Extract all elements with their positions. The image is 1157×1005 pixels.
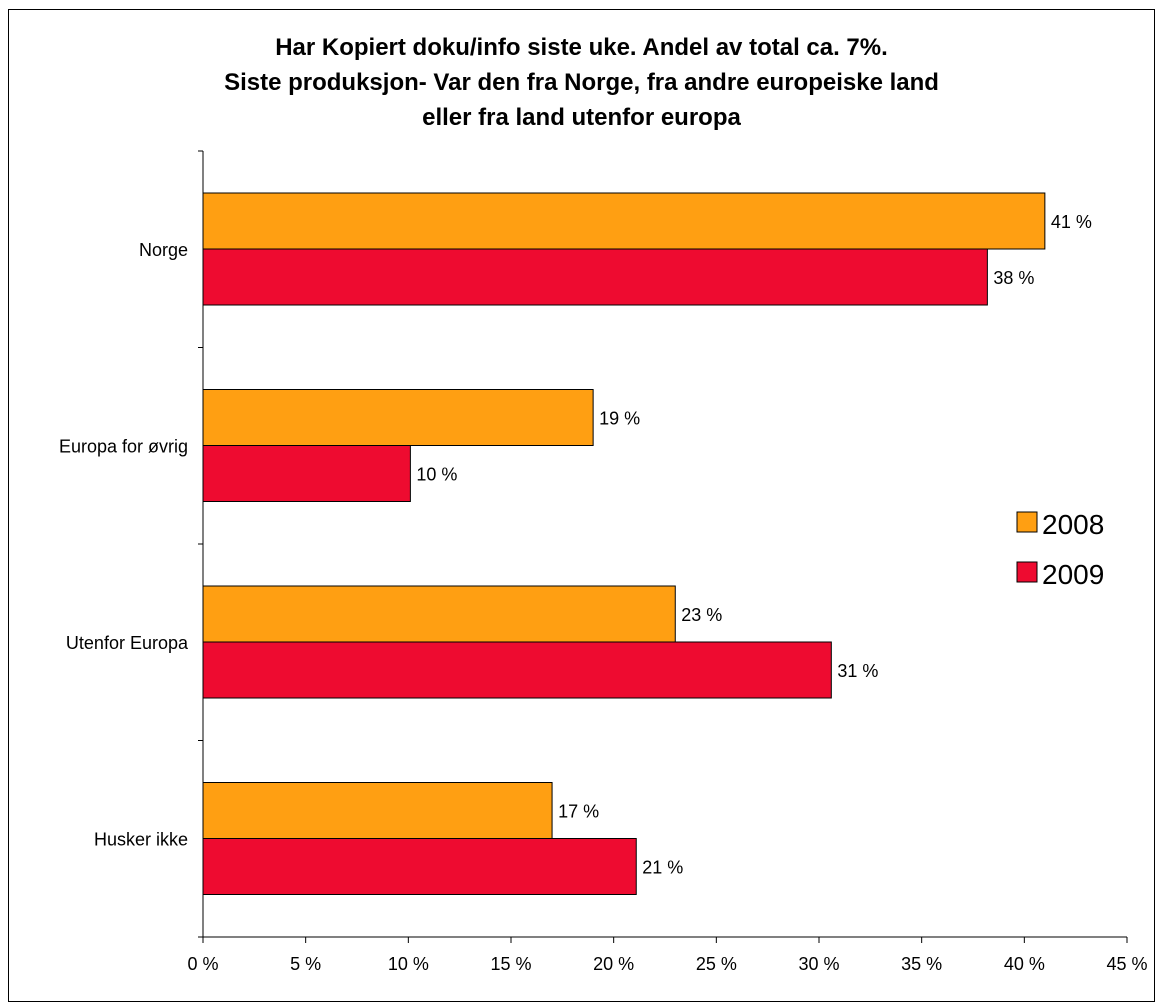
data-label-2009-3: 21 % [642,858,683,878]
data-label-2008-1: 19 % [599,409,640,429]
legend-swatch-2008 [1016,511,1038,533]
bar-2008-2 [202,585,676,643]
data-label-2008-0: 41 % [1051,212,1092,232]
data-label-2009-0: 38 % [993,268,1034,288]
x-tick-label-5: 25 % [696,954,737,974]
chart-title-line-1: Har Kopiert doku/info siste uke. Andel a… [275,34,888,61]
chart-title: Har Kopiert doku/info siste uke. Andel a… [8,30,1155,135]
bar-2008-0 [202,192,1046,250]
bar-2009-0 [202,248,988,306]
bar-2009-1 [202,445,411,502]
data-label-2009-1: 10 % [416,465,457,485]
x-tick-label-3: 15 % [490,954,531,974]
category-label-3: Husker ikke [94,830,188,850]
x-tick-label-9: 45 % [1106,954,1147,974]
x-tick-label-6: 30 % [798,954,839,974]
bar-2009-3 [202,838,637,895]
chart-title-line-3: eller fra land utenfor europa [422,104,741,131]
data-label-2009-2: 31 % [837,661,878,681]
x-tick-label-4: 20 % [593,954,634,974]
legend-label-2008: 2008 [1042,509,1104,540]
data-label-2008-3: 17 % [558,802,599,822]
category-label-1: Europa for øvrig [59,437,188,457]
axes-layer: 0 % 5 % 10 % 15 % 20 % 25 % 30 % 35 % 40 % 45 % [187,150,1148,974]
chart-area [8,9,1155,1002]
category-label-2: Utenfor Europa [66,633,189,653]
data-label-2008-2: 23 % [681,605,722,625]
category-label-0: Norge [139,240,188,260]
x-tick-label-1: 5 % [290,954,321,974]
chart-title-line-2: Siste produksjon- Var den fra Norge, fra… [224,69,939,96]
x-tick-label-0: 0 % [187,954,218,974]
bar-2008-1 [202,389,594,446]
bars-layer [202,192,1046,895]
bar-2008-3 [202,782,553,839]
x-tick-label-2: 10 % [388,954,429,974]
x-tick-label-8: 40 % [1004,954,1045,974]
legend-swatch-2009 [1016,561,1038,583]
bar-2009-2 [202,641,832,699]
labels-layer: 41 % 38 % Norge 19 % 10 % Europa for øvrig 23 … [59,212,1092,878]
x-tick-label-7: 35 % [901,954,942,974]
legend: 2008 2009 [1016,509,1104,590]
legend-label-2009: 2009 [1042,559,1104,590]
